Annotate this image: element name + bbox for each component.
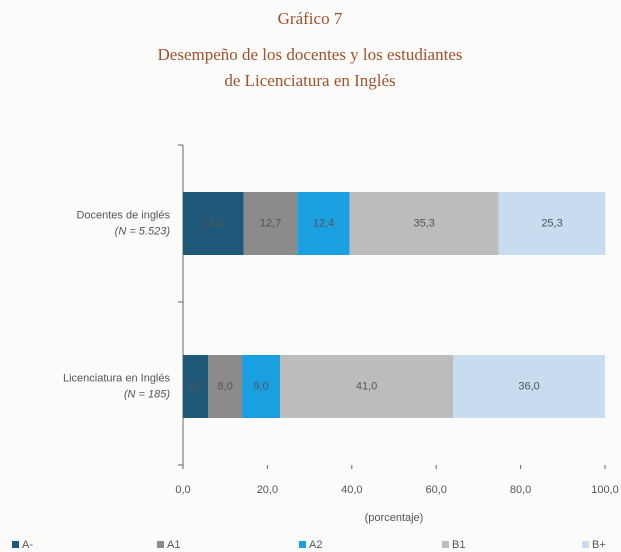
legend-swatch <box>582 541 589 548</box>
x-axis-label: (porcentaje) <box>365 512 424 524</box>
value-label: 36,0 <box>518 380 539 392</box>
bar-segment <box>453 355 605 418</box>
legend-label: A- <box>22 539 33 551</box>
x-tick-label: 0,0 <box>175 484 190 496</box>
value-label: 14,4 <box>203 217 224 229</box>
x-tick-label: 20,0 <box>257 484 278 496</box>
x-tick-label: 80,0 <box>510 484 531 496</box>
value-label: 25,3 <box>541 217 562 229</box>
x-tick-label: 40,0 <box>341 484 362 496</box>
chart-title: Gráfico 7 <box>278 9 343 28</box>
bar-segment <box>297 192 350 255</box>
value-label: 6,0 <box>188 380 203 392</box>
value-label: 41,0 <box>356 380 377 392</box>
bar-segment <box>183 192 244 255</box>
bar-segment <box>242 355 281 418</box>
category-label: Licenciatura en Inglés <box>63 372 171 384</box>
value-label: 35,3 <box>413 217 434 229</box>
value-label: 9,0 <box>253 380 268 392</box>
x-tick-label: 100,0 <box>591 484 619 496</box>
bar-segment <box>208 355 243 418</box>
value-label: 8,0 <box>218 380 233 392</box>
value-label: 12,4 <box>313 217 334 229</box>
legend-swatch <box>442 541 449 548</box>
chart-subtitle: de Licenciatura en Inglés <box>224 71 395 90</box>
legend-label: B+ <box>592 539 606 551</box>
bar-segment <box>183 355 209 418</box>
value-label: 12,7 <box>260 217 281 229</box>
legend-label: A1 <box>167 539 180 551</box>
legend-label: B1 <box>452 539 465 551</box>
legend-swatch <box>12 541 19 548</box>
bar-segment <box>243 192 298 255</box>
legend-label: A2 <box>309 539 322 551</box>
legend-swatch <box>299 541 306 548</box>
x-tick-label: 60,0 <box>425 484 446 496</box>
chart-subtitle: Desempeño de los docentes y los estudian… <box>158 45 463 64</box>
bar-segment <box>349 192 499 255</box>
category-label: Docentes de inglés <box>76 209 170 221</box>
bar-segment <box>280 355 454 418</box>
category-note: (N = 185) <box>124 388 170 400</box>
bar-segment <box>498 192 606 255</box>
category-note: (N = 5.523) <box>115 225 171 237</box>
legend-swatch <box>157 541 164 548</box>
